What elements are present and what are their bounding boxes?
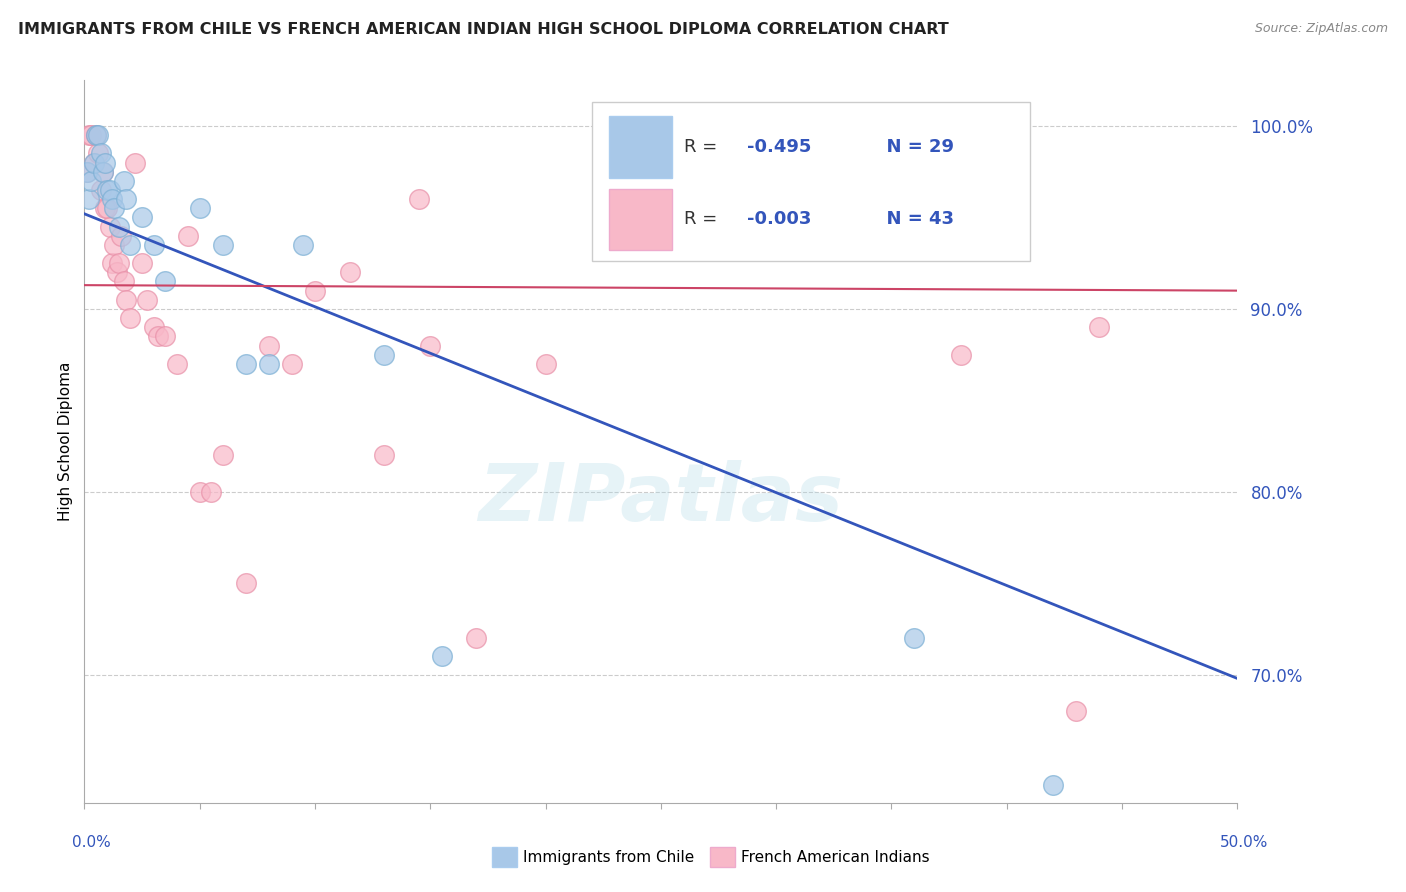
Y-axis label: High School Diploma: High School Diploma (58, 362, 73, 521)
Point (235, 357, 257, 371)
Bar (609, 117, 672, 178)
Point (87, 128, 110, 143)
Point (430, 649, 453, 664)
Point (142, 320, 165, 334)
Point (91, 165, 114, 179)
Point (83, 155, 105, 169)
Point (84, 128, 107, 143)
Point (304, 284, 326, 298)
Text: -0.495: -0.495 (748, 137, 811, 156)
Text: Source: ZipAtlas.com: Source: ZipAtlas.com (1254, 22, 1388, 36)
Point (1064, 704, 1087, 718)
Point (124, 155, 146, 169)
Point (112, 174, 135, 188)
Point (84, 128, 107, 143)
Point (115, 192, 138, 206)
Point (188, 202, 211, 216)
Point (200, 484, 222, 499)
Point (235, 576, 257, 591)
Point (108, 219, 131, 234)
Point (94, 155, 117, 169)
Point (89, 183, 111, 197)
Point (1088, 320, 1111, 334)
Text: N = 43: N = 43 (875, 210, 955, 228)
Point (77, 128, 100, 143)
Text: N = 29: N = 29 (875, 137, 955, 156)
Point (112, 275, 135, 289)
Point (373, 448, 395, 462)
Text: IMMIGRANTS FROM CHILE VS FRENCH AMERICAN INDIAN HIGH SCHOOL DIPLOMA CORRELATION : IMMIGRANTS FROM CHILE VS FRENCH AMERICAN… (18, 22, 949, 37)
Point (108, 256, 131, 270)
Point (110, 228, 132, 243)
Point (465, 631, 488, 645)
Point (115, 293, 138, 307)
Point (105, 265, 128, 279)
Point (98, 219, 121, 234)
Text: 0.0%: 0.0% (72, 836, 111, 850)
Point (101, 192, 124, 206)
Text: R =: R = (683, 210, 723, 228)
Point (408, 192, 430, 206)
Point (77, 192, 100, 206)
Point (534, 357, 557, 371)
Point (120, 311, 142, 326)
Point (76, 165, 98, 179)
Point (211, 238, 233, 252)
Point (903, 631, 925, 645)
Point (89, 146, 111, 161)
Point (146, 329, 169, 343)
Point (96, 202, 118, 216)
Text: French American Indians: French American Indians (741, 850, 929, 864)
Point (103, 202, 125, 216)
Point (281, 357, 304, 371)
Text: 50.0%: 50.0% (1220, 836, 1268, 850)
Text: -0.003: -0.003 (748, 210, 811, 228)
Point (153, 329, 176, 343)
Point (131, 211, 153, 225)
Text: ZIPatlas: ZIPatlas (478, 460, 844, 539)
Bar (609, 189, 672, 250)
Point (135, 293, 157, 307)
Point (373, 348, 395, 362)
Text: R =: R = (683, 137, 723, 156)
Point (96, 183, 118, 197)
Point (211, 448, 233, 462)
Point (257, 338, 280, 352)
Point (120, 238, 142, 252)
Point (103, 238, 125, 252)
Point (257, 357, 280, 371)
Point (98, 183, 121, 197)
Point (292, 238, 315, 252)
Point (80, 128, 103, 143)
Point (87, 146, 110, 161)
FancyBboxPatch shape (592, 102, 1029, 260)
Point (177, 228, 200, 243)
Point (419, 338, 441, 352)
Point (131, 256, 153, 270)
Point (76, 165, 98, 179)
Point (188, 484, 211, 499)
Point (142, 238, 165, 252)
Point (339, 265, 361, 279)
Point (91, 165, 114, 179)
Point (1042, 777, 1064, 791)
Text: Immigrants from Chile: Immigrants from Chile (523, 850, 695, 864)
Point (80, 174, 103, 188)
Point (101, 256, 124, 270)
Point (949, 348, 972, 362)
Point (166, 357, 188, 371)
Point (153, 275, 176, 289)
Point (94, 202, 117, 216)
Point (83, 155, 105, 169)
